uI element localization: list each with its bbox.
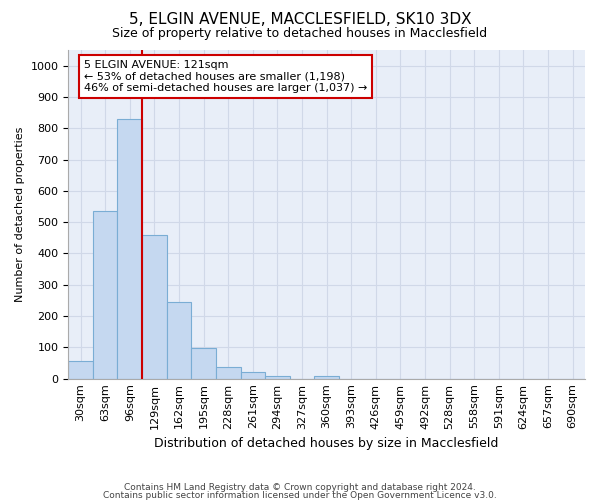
Text: Size of property relative to detached houses in Macclesfield: Size of property relative to detached ho… [112,28,488,40]
Text: 5, ELGIN AVENUE, MACCLESFIELD, SK10 3DX: 5, ELGIN AVENUE, MACCLESFIELD, SK10 3DX [128,12,472,28]
Bar [93,211,118,378]
X-axis label: Distribution of detached houses by size in Macclesfield: Distribution of detached houses by size … [154,437,499,450]
Bar [216,367,241,378]
Text: Contains public sector information licensed under the Open Government Licence v3: Contains public sector information licen… [103,491,497,500]
Bar [68,362,93,378]
Bar [118,119,142,378]
Bar [241,372,265,378]
Y-axis label: Number of detached properties: Number of detached properties [15,126,25,302]
Bar [191,348,216,378]
Bar [265,376,290,378]
Bar [142,234,167,378]
Bar [314,376,339,378]
Text: Contains HM Land Registry data © Crown copyright and database right 2024.: Contains HM Land Registry data © Crown c… [124,484,476,492]
Text: 5 ELGIN AVENUE: 121sqm
← 53% of detached houses are smaller (1,198)
46% of semi-: 5 ELGIN AVENUE: 121sqm ← 53% of detached… [84,60,367,93]
Bar [167,302,191,378]
